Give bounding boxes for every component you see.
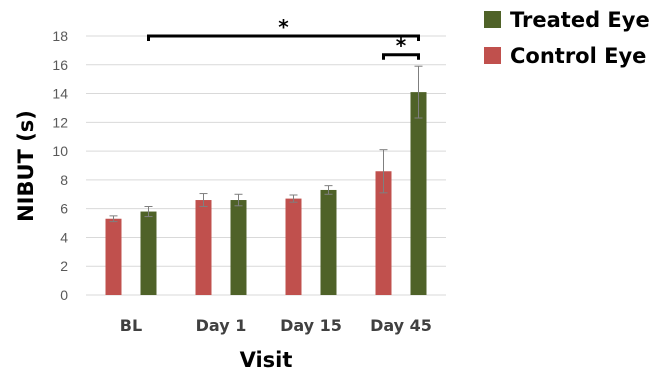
error-bar bbox=[234, 193, 243, 207]
x-tick-label: Day 45 bbox=[370, 316, 432, 335]
error-bar bbox=[414, 65, 423, 119]
y-tick-label: 2 bbox=[60, 258, 68, 274]
x-axis-category-labels: BL Day 1 Day 15 Day 45 bbox=[120, 316, 432, 335]
x-tick-label: Day 15 bbox=[280, 316, 342, 335]
y-tick-label: 4 bbox=[60, 229, 68, 245]
y-tick-label: 10 bbox=[52, 143, 68, 159]
bar bbox=[285, 198, 302, 295]
x-tick-label: BL bbox=[120, 316, 142, 335]
y-tick-label: 16 bbox=[52, 57, 68, 73]
x-tick-label: Day 1 bbox=[196, 316, 247, 335]
error-bar bbox=[199, 193, 208, 208]
significance-asterisk: * bbox=[278, 15, 289, 39]
gridlines bbox=[86, 35, 446, 267]
error-bars bbox=[109, 65, 423, 223]
bar bbox=[320, 189, 337, 295]
legend-label: Treated Eye bbox=[510, 8, 650, 32]
legend-swatch bbox=[484, 11, 501, 28]
bars bbox=[105, 92, 427, 295]
y-tick-label: 14 bbox=[52, 86, 68, 102]
significance-asterisk: * bbox=[396, 34, 407, 58]
error-bar bbox=[324, 185, 333, 195]
bracket-line bbox=[147, 34, 420, 41]
significance-bracket: * bbox=[382, 34, 420, 60]
y-tick-label: 6 bbox=[60, 201, 68, 217]
legend: Treated Eye Control Eye bbox=[484, 8, 650, 68]
y-tick-label: 18 bbox=[52, 28, 68, 44]
legend-item: Control Eye bbox=[484, 44, 646, 68]
x-axis-title: Visit bbox=[240, 348, 293, 372]
error-bar bbox=[379, 149, 388, 194]
legend-swatch bbox=[484, 47, 501, 64]
y-tick-label: 0 bbox=[60, 287, 68, 303]
bracket-line bbox=[382, 53, 420, 60]
error-bar bbox=[144, 206, 153, 218]
bar bbox=[230, 200, 247, 295]
bar bbox=[410, 92, 427, 295]
y-tick-label: 12 bbox=[52, 114, 68, 130]
bar bbox=[140, 211, 157, 295]
error-bar bbox=[109, 215, 118, 223]
y-axis-ticks: 0 2 4 6 8 10 12 14 16 18 bbox=[52, 28, 68, 303]
legend-label: Control Eye bbox=[510, 44, 646, 68]
error-bar bbox=[289, 194, 298, 203]
significance-brackets: ** bbox=[147, 15, 420, 60]
y-axis-title: NIBUT (s) bbox=[14, 110, 38, 222]
legend-item: Treated Eye bbox=[484, 8, 650, 32]
y-tick-label: 8 bbox=[60, 172, 68, 188]
significance-bracket: * bbox=[147, 15, 420, 41]
bar bbox=[105, 218, 122, 295]
bar bbox=[195, 200, 212, 295]
bar bbox=[375, 171, 392, 295]
